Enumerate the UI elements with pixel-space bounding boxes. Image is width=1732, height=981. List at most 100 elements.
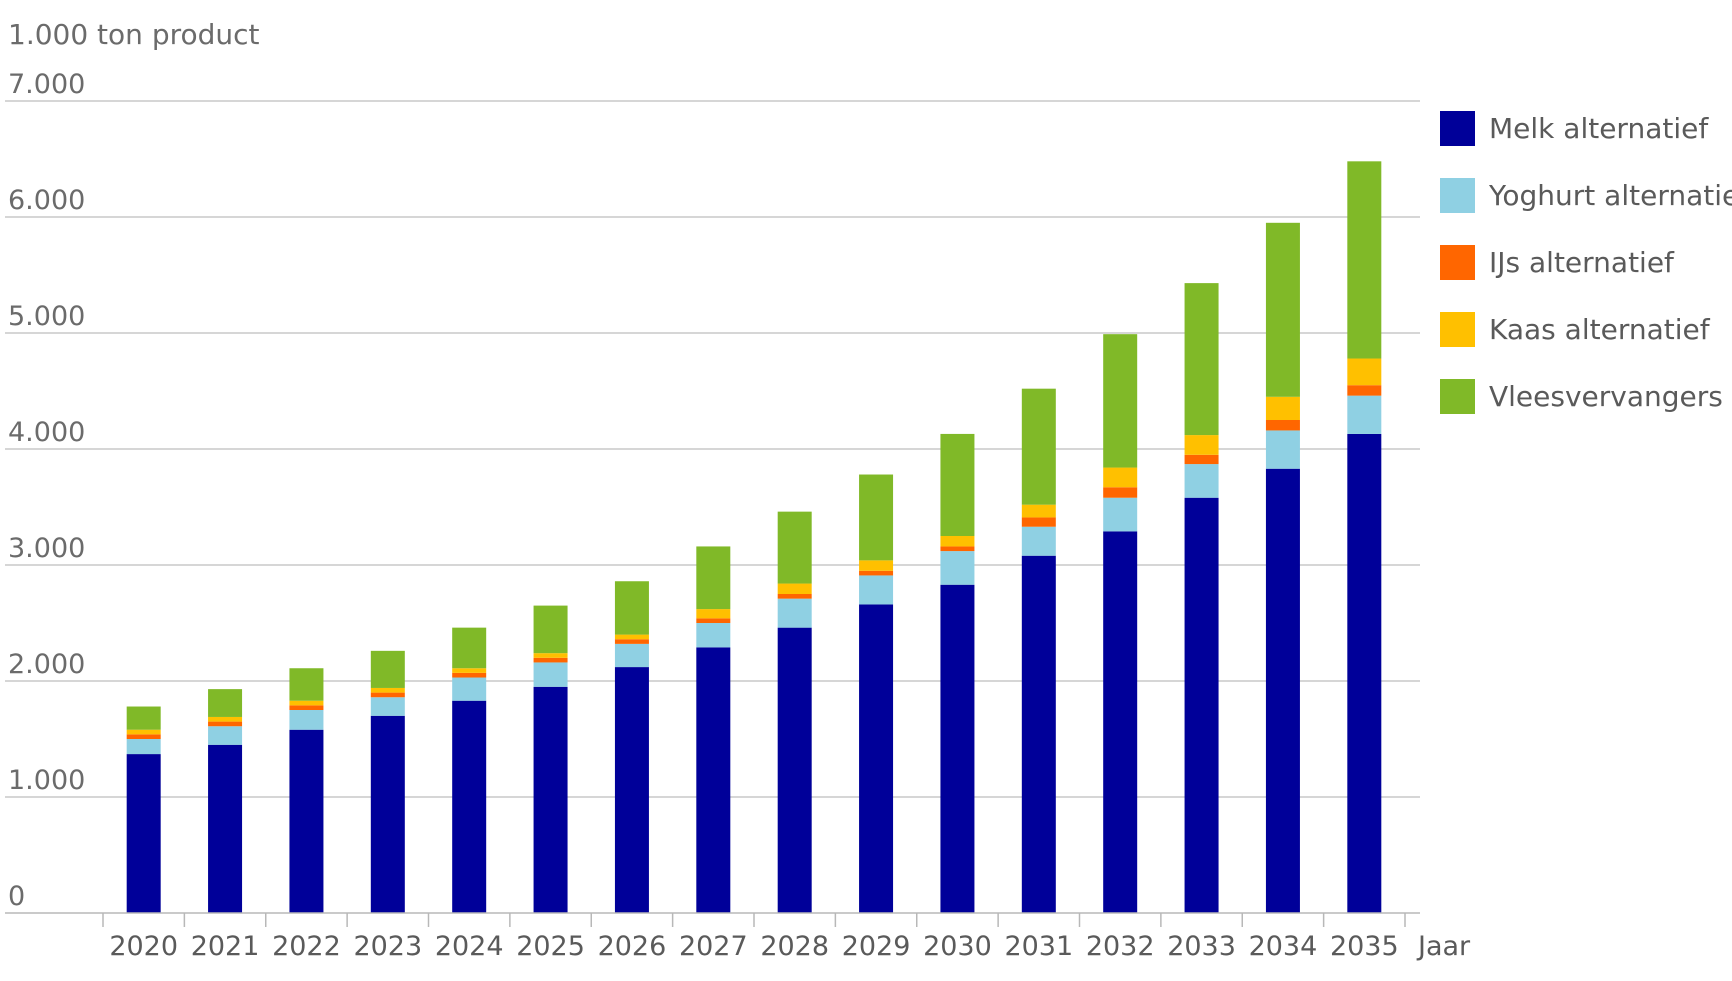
y-tick-label: 3.000 [8, 533, 85, 564]
legend-item: Vleesvervangers [1440, 363, 1732, 430]
bar-segment-melk-alternatief-2028 [777, 627, 812, 913]
legend-swatch [1440, 379, 1475, 414]
bar-segment-melk-alternatief-2029 [859, 604, 894, 913]
y-tick-label: 7.000 [8, 69, 85, 100]
bar-segment-yoghurt-alternatief-2035 [1347, 395, 1382, 434]
bar-segment-vleesvervangers-2034 [1265, 222, 1300, 397]
x-tick-label: 2034 [1249, 931, 1318, 962]
bar-segment-melk-alternatief-2033 [1184, 497, 1219, 913]
x-tick-label: 2022 [272, 931, 341, 962]
y-tick-label: 5.000 [8, 301, 85, 332]
bar-segment-yoghurt-alternatief-2032 [1103, 497, 1138, 532]
legend: Melk alternatief Yoghurt alternatief IJs a… [1440, 95, 1732, 430]
bar-segment-ijs-alternatief-2030 [940, 546, 975, 552]
bar-segment-vleesvervangers-2026 [614, 581, 649, 635]
bar-segment-kaas-alternatief-2024 [452, 668, 487, 673]
x-tick-label: 2025 [516, 931, 585, 962]
bar-segment-kaas-alternatief-2023 [370, 687, 405, 693]
bar-segment-ijs-alternatief-2035 [1347, 385, 1382, 396]
bar-segment-yoghurt-alternatief-2026 [614, 643, 649, 668]
bar-segment-kaas-alternatief-2027 [696, 609, 731, 619]
bar-segment-melk-alternatief-2034 [1265, 468, 1300, 913]
x-tick-label: 2021 [191, 931, 260, 962]
bar-segment-melk-alternatief-2031 [1021, 555, 1056, 913]
legend-swatch [1440, 111, 1475, 146]
bar-segment-kaas-alternatief-2030 [940, 536, 975, 547]
bar-segment-yoghurt-alternatief-2023 [370, 697, 405, 716]
x-tick-label: 2020 [109, 931, 178, 962]
bar-segment-kaas-alternatief-2022 [289, 700, 324, 706]
bar-segment-melk-alternatief-2025 [533, 686, 568, 913]
x-tick-label: 2028 [760, 931, 829, 962]
bar-segment-kaas-alternatief-2032 [1103, 467, 1138, 488]
bar-segment-vleesvervangers-2031 [1021, 388, 1056, 505]
bar-segment-melk-alternatief-2020 [126, 754, 161, 913]
bar-segment-yoghurt-alternatief-2022 [289, 710, 324, 730]
bar-segment-yoghurt-alternatief-2031 [1021, 526, 1056, 556]
bar-segment-yoghurt-alternatief-2020 [126, 739, 161, 755]
bar-segment-ijs-alternatief-2024 [452, 672, 487, 678]
legend-item: Melk alternatief [1440, 95, 1732, 162]
bar-segment-ijs-alternatief-2025 [533, 657, 568, 663]
bar-segment-kaas-alternatief-2029 [859, 560, 894, 571]
legend-label: Yoghurt alternatief [1489, 179, 1732, 212]
y-axis-label: 1.000 ton product [8, 18, 260, 51]
bar-segment-melk-alternatief-2032 [1103, 531, 1138, 913]
bar-segment-kaas-alternatief-2020 [126, 729, 161, 735]
bar-segment-ijs-alternatief-2020 [126, 734, 161, 739]
bar-segment-vleesvervangers-2029 [859, 474, 894, 561]
bar-segment-vleesvervangers-2024 [452, 627, 487, 669]
bar-segment-vleesvervangers-2032 [1103, 334, 1138, 468]
bar-segment-melk-alternatief-2024 [452, 700, 487, 913]
bar-segment-kaas-alternatief-2028 [777, 583, 812, 594]
bar-segment-ijs-alternatief-2027 [696, 618, 731, 623]
y-tick-label: 2.000 [8, 649, 85, 680]
x-tick-label: 2033 [1167, 931, 1236, 962]
bar-segment-kaas-alternatief-2025 [533, 653, 568, 658]
bar-segment-kaas-alternatief-2026 [614, 634, 649, 640]
bar-segment-melk-alternatief-2035 [1347, 433, 1382, 913]
bar-segment-yoghurt-alternatief-2021 [208, 726, 243, 745]
legend-swatch [1440, 312, 1475, 347]
bar-segment-melk-alternatief-2030 [940, 584, 975, 913]
x-axis-ticks: 2020 2021 2022 2023 2024 2025 2026 2027 2028 2029… [102, 913, 1406, 962]
bar-segment-kaas-alternatief-2021 [208, 716, 243, 722]
x-axis-label: Jaar [1416, 931, 1471, 962]
bar-segment-vleesvervangers-2030 [940, 433, 975, 536]
x-tick-label: 2026 [598, 931, 667, 962]
legend-item: Kaas alternatief [1440, 296, 1732, 363]
legend-swatch [1440, 178, 1475, 213]
bars [126, 161, 1382, 913]
bar-segment-ijs-alternatief-2031 [1021, 517, 1056, 527]
bar-segment-melk-alternatief-2022 [289, 729, 324, 913]
bar-segment-yoghurt-alternatief-2024 [452, 677, 487, 701]
bar-segment-yoghurt-alternatief-2028 [777, 598, 812, 628]
bar-segment-melk-alternatief-2023 [370, 715, 405, 913]
bar-segment-ijs-alternatief-2029 [859, 570, 894, 576]
legend-label: Vleesvervangers [1489, 380, 1723, 413]
bar-segment-melk-alternatief-2027 [696, 647, 731, 913]
bar-segment-vleesvervangers-2023 [370, 650, 405, 688]
x-tick-label: 2027 [679, 931, 748, 962]
x-tick-label: 2030 [923, 931, 992, 962]
bar-segment-vleesvervangers-2033 [1184, 283, 1219, 436]
bar-segment-kaas-alternatief-2033 [1184, 435, 1219, 455]
bar-segment-yoghurt-alternatief-2030 [940, 551, 975, 585]
x-tick-label: 2023 [353, 931, 422, 962]
bar-segment-vleesvervangers-2022 [289, 668, 324, 701]
legend-label: IJs alternatief [1489, 246, 1674, 279]
bar-segment-yoghurt-alternatief-2033 [1184, 464, 1219, 498]
bar-segment-ijs-alternatief-2023 [370, 692, 405, 698]
y-tick-label: 0 [8, 881, 25, 912]
y-tick-label: 1.000 [8, 765, 85, 796]
x-tick-label: 2031 [1004, 931, 1073, 962]
bar-segment-vleesvervangers-2025 [533, 605, 568, 654]
bar-segment-vleesvervangers-2021 [208, 689, 243, 717]
bar-segment-vleesvervangers-2035 [1347, 161, 1382, 359]
y-tick-label: 4.000 [8, 417, 85, 448]
bar-segment-ijs-alternatief-2032 [1103, 487, 1138, 498]
bar-segment-ijs-alternatief-2021 [208, 721, 243, 727]
legend-swatch [1440, 245, 1475, 280]
x-tick-label: 2035 [1330, 931, 1399, 962]
